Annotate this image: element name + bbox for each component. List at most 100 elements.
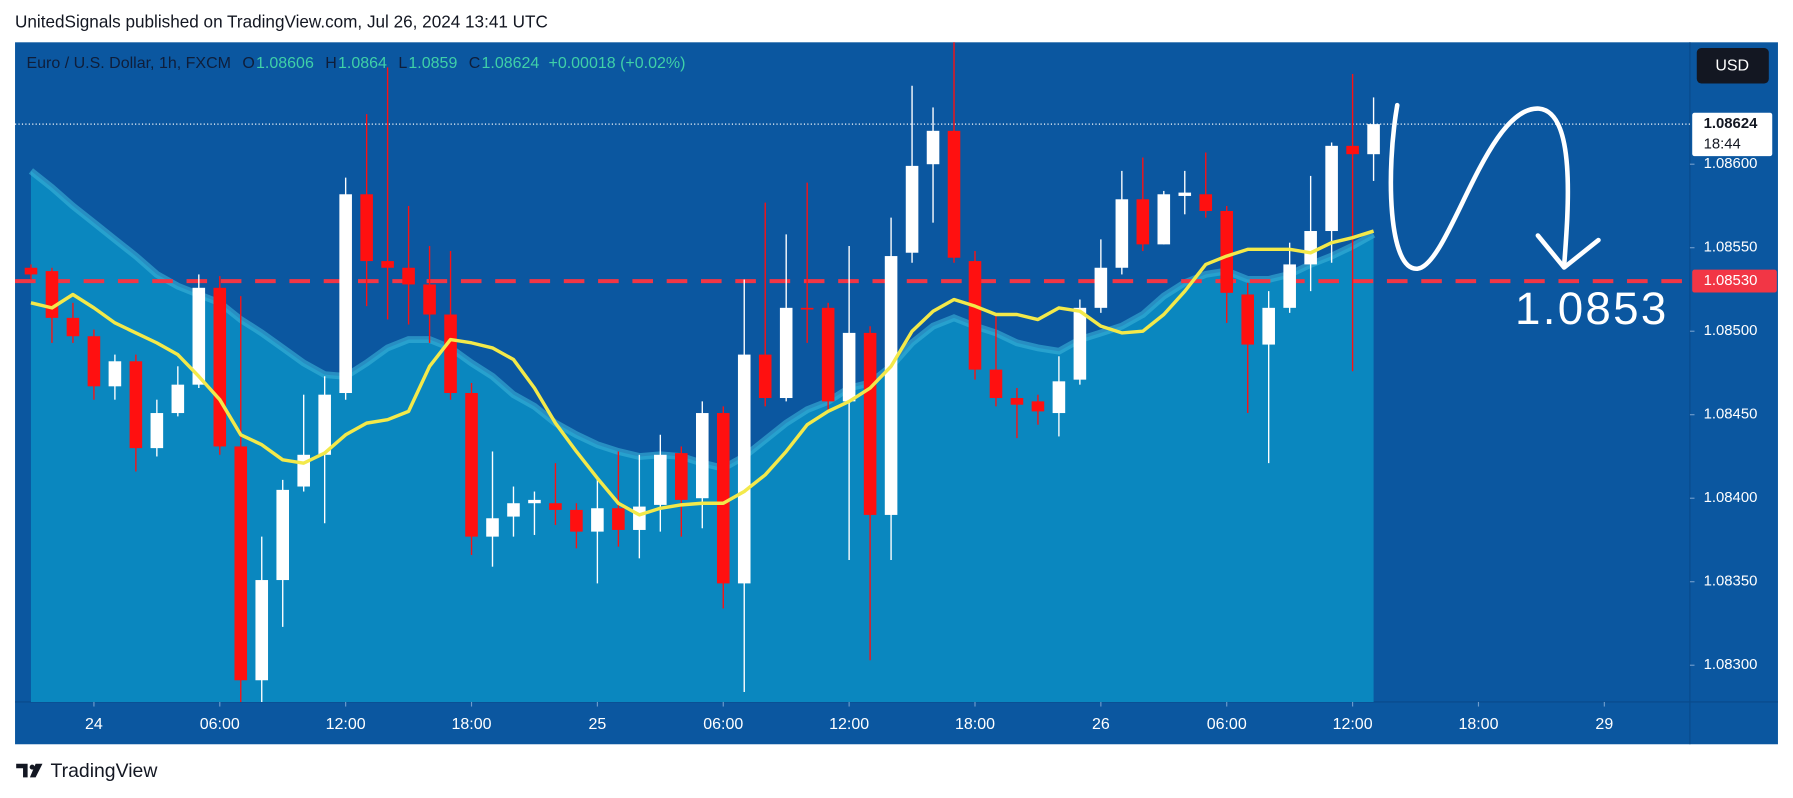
candle-body <box>87 336 101 387</box>
brand-logo: TradingView <box>16 760 158 782</box>
candle-body <box>1220 210 1234 293</box>
y-tick-label: 1.08550 <box>1704 240 1758 256</box>
candle-body <box>381 261 394 268</box>
drawn-arrow <box>1388 102 1571 271</box>
candle-body <box>716 413 730 584</box>
ohlc-key: C <box>469 55 481 72</box>
x-tick-label: 24 <box>85 716 103 733</box>
band-area <box>30 170 1374 702</box>
candle-body <box>1010 398 1024 405</box>
candle-body <box>905 165 919 253</box>
candle-body <box>863 332 877 515</box>
candle-body <box>695 413 709 499</box>
ohlc-value: 1.0864 <box>338 55 387 72</box>
ohlc-value: 1.0859 <box>408 55 457 72</box>
candle-body <box>318 394 331 455</box>
candle-body <box>234 446 248 681</box>
candle-body <box>465 393 478 537</box>
candle-body <box>884 256 898 515</box>
candle-body <box>213 287 227 447</box>
x-tick-label: 18:00 <box>955 716 995 733</box>
candle-body <box>255 580 269 681</box>
candle-body <box>1262 307 1275 345</box>
currency-button-bg[interactable] <box>1696 48 1769 84</box>
ohlc-key: O <box>242 55 254 72</box>
x-tick-label: 18:00 <box>451 716 491 733</box>
candle-body <box>45 271 59 318</box>
candle-body <box>591 508 604 532</box>
candle-body <box>150 413 164 449</box>
candle-body <box>947 130 961 258</box>
candle-body <box>276 489 290 581</box>
logo-slash <box>29 763 43 778</box>
candle-body <box>1283 264 1296 308</box>
candle-body <box>737 354 751 584</box>
candle-body <box>989 369 1003 399</box>
candle-body <box>192 287 206 385</box>
x-tick-label: 06:00 <box>703 716 743 733</box>
level-price-label: 1.08530 <box>1704 273 1758 289</box>
arrow-head <box>1535 233 1601 270</box>
candle-body <box>675 453 688 500</box>
y-tick-label: 1.08400 <box>1704 490 1758 506</box>
candle-body <box>108 361 122 387</box>
candle-body <box>66 317 80 337</box>
y-tick-label: 1.08500 <box>1704 323 1758 339</box>
x-tick-label: 18:00 <box>1458 716 1498 733</box>
x-tick-label: 26 <box>1092 716 1110 733</box>
candle-body <box>507 503 520 517</box>
x-tick-label: 12:00 <box>829 716 869 733</box>
candle-body <box>486 518 499 537</box>
x-tick-label: 06:00 <box>1207 716 1247 733</box>
candle-body <box>528 499 541 504</box>
candle-body <box>1073 307 1087 380</box>
candle-body <box>444 314 457 394</box>
countdown-label: 18:44 <box>1704 137 1741 153</box>
ohlc-key: L <box>398 55 407 72</box>
candle-body <box>968 261 982 370</box>
x-tick-label: 06:00 <box>200 716 240 733</box>
x-tick-label: 25 <box>588 716 606 733</box>
candle-body <box>171 384 185 414</box>
candle-body <box>1325 145 1338 232</box>
y-tick-label: 1.08450 <box>1704 407 1758 423</box>
last-price-box <box>1692 112 1773 157</box>
ohlc-key: H <box>325 55 337 72</box>
currency-label[interactable]: USD <box>1715 58 1749 75</box>
candle-body <box>1367 124 1380 155</box>
logo-mark <box>16 763 28 778</box>
x-tick-label: 12:00 <box>326 716 366 733</box>
level-price-box <box>1692 269 1777 293</box>
ohlc-value: 1.08606 <box>256 55 314 72</box>
candle-body <box>339 194 352 394</box>
legend: Euro / U.S. Dollar, 1h, FXCM O1.08606 H1.0… <box>26 55 685 72</box>
candle-body <box>758 354 772 399</box>
candle-body <box>1052 381 1066 414</box>
x-tick-label: 12:00 <box>1333 716 1373 733</box>
candle-body <box>1199 194 1213 211</box>
candle-body <box>423 284 436 315</box>
overlay: 1.0853 <box>1388 102 1669 334</box>
candle-body <box>1241 294 1254 345</box>
candle-body <box>1031 401 1045 412</box>
plot-area <box>15 42 1690 702</box>
level-annotation: 1.0853 <box>1515 283 1669 334</box>
brand-name: TradingView <box>50 760 158 782</box>
y-tick-label: 1.08300 <box>1704 657 1758 673</box>
price-change: +0.00018 (+0.02%) <box>548 55 685 72</box>
candle-body <box>612 508 625 530</box>
candle-body <box>360 194 373 262</box>
moving-average <box>30 229 1375 517</box>
candle-body <box>1178 192 1192 196</box>
candle-body <box>1304 231 1317 265</box>
symbol-name: Euro / U.S. Dollar, 1h, FXCM <box>26 55 231 72</box>
x-tick-label: 29 <box>1595 716 1613 733</box>
candle-body <box>654 454 667 505</box>
candle-body <box>1115 199 1129 268</box>
candle-body <box>800 307 814 310</box>
candle-body <box>842 332 856 402</box>
candle-body <box>926 130 940 165</box>
currency-button[interactable]: USD <box>1696 48 1769 84</box>
